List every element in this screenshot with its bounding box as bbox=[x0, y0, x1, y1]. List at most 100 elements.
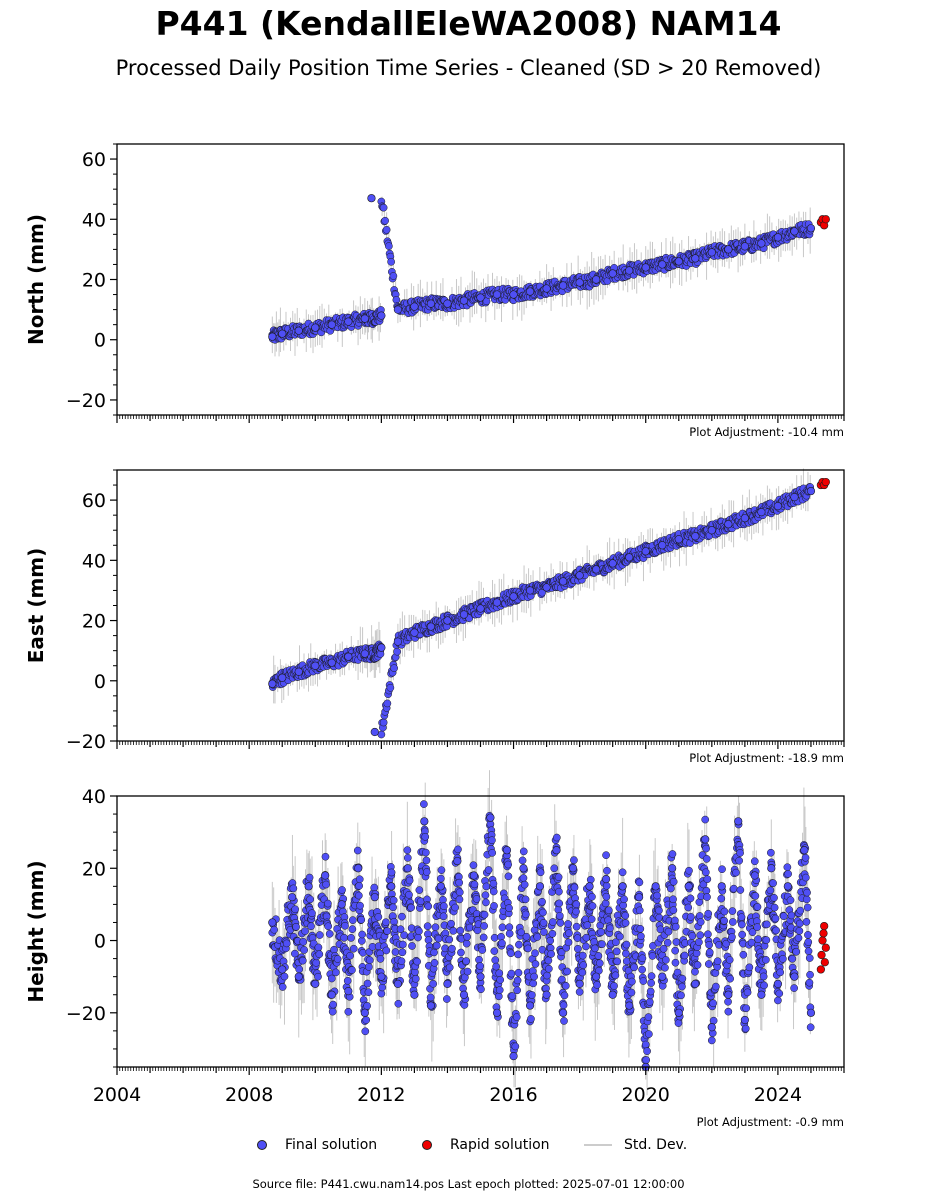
height-final-point bbox=[439, 895, 447, 904]
height-final-point bbox=[669, 877, 678, 886]
north-final-point bbox=[385, 242, 393, 250]
height-final-point bbox=[294, 972, 303, 981]
height-final-point bbox=[572, 900, 581, 909]
height-final-point bbox=[790, 972, 799, 981]
height-final-point bbox=[346, 951, 354, 960]
height-final-point bbox=[592, 972, 601, 981]
height-final-point bbox=[638, 965, 646, 974]
height-final-point bbox=[573, 944, 582, 953]
height-final-point bbox=[288, 893, 297, 902]
height-final-point bbox=[753, 923, 762, 931]
height-rapid-point bbox=[816, 965, 825, 974]
height-final-point bbox=[642, 1056, 651, 1064]
height-final-point bbox=[774, 996, 782, 1005]
height-final-point bbox=[671, 946, 680, 955]
height-final-point bbox=[804, 938, 813, 946]
height-final-point bbox=[776, 968, 785, 977]
height-final-point bbox=[469, 871, 478, 880]
height-final-point bbox=[480, 910, 489, 919]
north-final-point bbox=[773, 233, 783, 242]
height-final-point bbox=[732, 868, 740, 877]
height-final-point bbox=[651, 882, 660, 891]
height-final-point bbox=[403, 864, 412, 873]
height-final-point bbox=[299, 937, 308, 946]
height-final-point bbox=[638, 954, 647, 963]
height-final-point bbox=[486, 813, 495, 822]
height-final-point bbox=[426, 1001, 436, 1010]
height-final-point bbox=[635, 878, 644, 887]
height-final-point bbox=[338, 886, 346, 894]
height-final-point bbox=[455, 895, 464, 904]
height-final-point bbox=[448, 944, 456, 953]
height-final-point bbox=[278, 965, 287, 974]
height-final-point bbox=[325, 930, 334, 938]
height-final-point bbox=[521, 895, 530, 904]
height-final-point bbox=[691, 979, 700, 988]
height-final-point bbox=[646, 987, 655, 996]
height-final-point bbox=[411, 974, 420, 983]
height-final-point bbox=[564, 938, 573, 947]
height-final-point bbox=[542, 990, 551, 999]
height-final-point bbox=[717, 882, 726, 891]
height-final-point bbox=[361, 1027, 370, 1036]
height-final-point bbox=[333, 955, 342, 963]
height-final-point bbox=[586, 875, 595, 884]
height-final-point bbox=[779, 912, 788, 921]
north-final-point bbox=[459, 296, 469, 305]
height-final-point bbox=[382, 918, 390, 927]
east-final-point bbox=[327, 658, 336, 667]
north-final-point bbox=[658, 260, 667, 269]
height-final-point bbox=[405, 890, 413, 899]
height-final-point bbox=[268, 918, 277, 927]
height-final-point bbox=[806, 1023, 815, 1032]
north-final-point bbox=[592, 275, 601, 284]
height-final-point bbox=[492, 1008, 502, 1017]
height-final-point bbox=[579, 961, 588, 970]
east-final-point bbox=[383, 699, 392, 708]
height-final-point bbox=[707, 1023, 716, 1032]
east-final-point bbox=[542, 583, 551, 592]
height-final-point bbox=[424, 936, 433, 944]
height-final-point bbox=[647, 979, 655, 987]
height-final-point bbox=[344, 1007, 353, 1016]
north-final-point bbox=[268, 332, 277, 341]
legend-final-label: Final solution bbox=[285, 1137, 378, 1153]
height-final-point bbox=[394, 999, 403, 1008]
height-final-point bbox=[668, 850, 677, 858]
height-ytick-label: 20 bbox=[82, 858, 106, 880]
height-final-point bbox=[804, 947, 813, 956]
north-final-point bbox=[641, 263, 650, 272]
legend-item-final: Final solution bbox=[257, 1137, 377, 1153]
height-final-point bbox=[454, 845, 462, 854]
height-final-point bbox=[420, 817, 429, 826]
height-final-point bbox=[476, 962, 485, 970]
height-final-point bbox=[307, 922, 315, 931]
east-final-point bbox=[641, 547, 650, 556]
height-final-point bbox=[374, 913, 383, 921]
height-final-point bbox=[282, 939, 291, 948]
height-final-point bbox=[403, 846, 412, 855]
height-final-point bbox=[414, 933, 422, 942]
height-final-point bbox=[677, 991, 685, 1000]
east-final-point bbox=[492, 598, 502, 607]
height-final-point bbox=[587, 915, 596, 924]
height-final-point bbox=[728, 907, 737, 915]
height-final-point bbox=[674, 1008, 683, 1017]
height-final-point bbox=[305, 873, 314, 882]
height-final-point bbox=[489, 887, 498, 896]
height-final-point bbox=[546, 936, 555, 945]
height-final-point bbox=[311, 979, 320, 988]
height-final-point bbox=[669, 906, 678, 915]
north-final-point bbox=[724, 245, 733, 254]
height-final-point bbox=[612, 947, 621, 956]
height-final-point bbox=[705, 948, 714, 957]
height-final-point bbox=[498, 923, 507, 932]
height-final-point bbox=[762, 936, 771, 944]
height-final-point bbox=[360, 1008, 369, 1017]
height-final-point bbox=[519, 864, 528, 873]
height-final-point bbox=[469, 861, 478, 870]
height-final-point bbox=[341, 921, 349, 930]
height-final-point bbox=[555, 887, 563, 896]
height-final-point bbox=[702, 844, 710, 853]
height-final-point bbox=[561, 982, 570, 990]
